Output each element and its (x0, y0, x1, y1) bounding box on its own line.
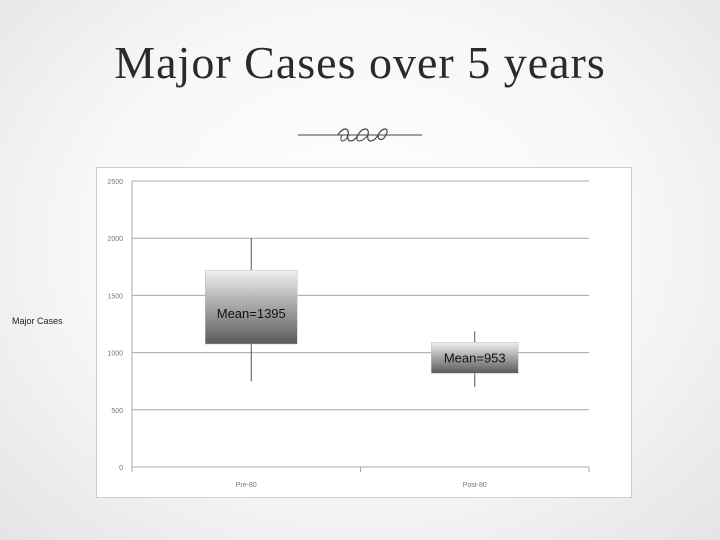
title-divider-ornament (298, 128, 422, 142)
x-tick-label: Pre-80 (236, 482, 257, 489)
y-tick-label: 2500 (107, 179, 123, 186)
slide-title: Major Cases over 5 years (114, 37, 606, 88)
y-tick-label: 1000 (107, 351, 123, 358)
y-tick-label: 2000 (107, 236, 123, 243)
box-mean-label: Mean=953 (444, 350, 506, 365)
x-tick-label: Post-80 (463, 482, 487, 489)
box-plot-chart: 0 500 1000 1500 2000 2500 Pre-80 Post-80 Mean=1… (107, 179, 590, 489)
box-Pre-80 (205, 269, 298, 345)
y-tick-label: 1500 (107, 293, 123, 300)
box-mean-label: Mean=1395 (217, 306, 286, 321)
chart-panel: 0 500 1000 1500 2000 2500 Pre-80 Post-80 Mean=1… (96, 167, 632, 498)
y-tick-label: 0 (119, 465, 123, 472)
y-tick-label: 500 (111, 408, 123, 415)
box-Post-80 (431, 342, 519, 374)
y-axis-series-label: Major Cases (12, 316, 63, 326)
